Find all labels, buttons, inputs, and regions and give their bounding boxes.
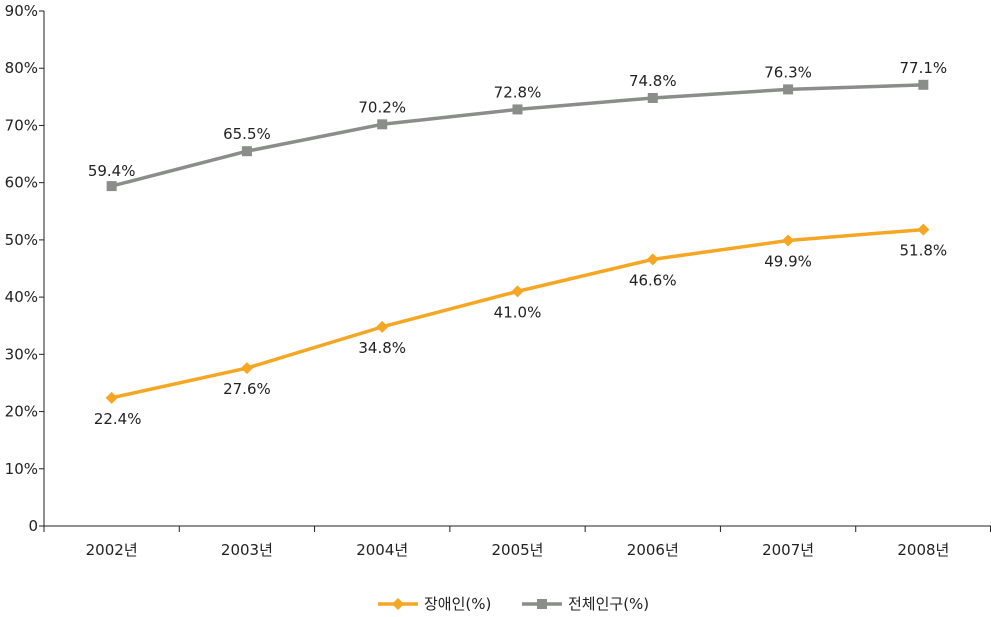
- data-point-diamond: [646, 253, 659, 266]
- axes: 0 10% 20% 30% 40% 50% 60% 70% 80% 90% 2002년 2003년 20…: [5, 2, 991, 559]
- data-label: 59.4%: [88, 162, 136, 180]
- data-label: 27.6%: [223, 380, 271, 398]
- data-point-square: [377, 119, 388, 130]
- data-point-square: [512, 104, 523, 115]
- x-tick-label: 2007년: [762, 541, 814, 559]
- data-point-diamond: [376, 320, 389, 333]
- data-point-square: [647, 92, 658, 103]
- x-tick-label: 2008년: [897, 541, 949, 559]
- legend-item-1: 전체인구(%): [522, 595, 649, 613]
- y-tick-label: 90%: [5, 2, 38, 20]
- data-label: 72.8%: [494, 83, 542, 101]
- x-tick-label: 2006년: [627, 541, 679, 559]
- y-tick-label: 20%: [5, 403, 38, 421]
- y-tick-label: 10%: [5, 460, 38, 478]
- legend-item-0: 장애인(%): [378, 595, 491, 613]
- y-tick-label: 40%: [5, 288, 38, 306]
- y-tick-label: 0: [28, 517, 38, 535]
- data-label: 70.2%: [358, 98, 406, 116]
- legend-marker-diamond: [392, 598, 404, 610]
- legend: 장애인(%) 전체인구(%): [378, 595, 649, 613]
- data-label: 34.8%: [358, 339, 406, 357]
- y-tick-label: 80%: [5, 59, 38, 77]
- data-point-diamond: [105, 391, 118, 404]
- data-label: 41.0%: [494, 303, 542, 321]
- y-tick-label: 30%: [5, 345, 38, 363]
- data-point-square: [918, 79, 929, 90]
- data-label: 77.1%: [900, 59, 948, 77]
- legend-label: 장애인(%): [424, 595, 491, 613]
- data-point-diamond: [782, 234, 795, 247]
- data-label: 46.6%: [629, 271, 677, 289]
- x-tick-label: 2005년: [492, 541, 544, 559]
- x-tick-label: 2004년: [356, 541, 408, 559]
- data-point-diamond: [240, 362, 253, 375]
- data-point-diamond: [511, 285, 524, 298]
- x-tick-label: 2002년: [86, 541, 138, 559]
- data-label: 76.3%: [764, 63, 812, 81]
- legend-marker-square: [537, 599, 547, 609]
- legend-label: 전체인구(%): [568, 595, 649, 613]
- series-layer: 22.4% 27.6% 34.8% 41.0% 46.6% 49.9% 51.8% 59.4%…: [88, 59, 947, 428]
- data-label: 49.9%: [764, 252, 812, 270]
- data-label: 22.4%: [94, 410, 142, 428]
- y-tick-label: 60%: [5, 174, 38, 192]
- data-point-square: [106, 181, 117, 192]
- y-tick-label: 70%: [5, 116, 38, 134]
- data-label: 74.8%: [629, 72, 677, 90]
- series-1: 59.4% 65.5% 70.2% 72.8% 74.8% 76.3% 77.1%: [88, 59, 948, 192]
- data-label: 51.8%: [900, 242, 948, 260]
- x-tick-label: 2003년: [221, 541, 273, 559]
- data-label: 65.5%: [223, 125, 271, 143]
- data-point-diamond: [917, 223, 930, 236]
- data-point-square: [241, 146, 252, 157]
- y-tick-label: 50%: [5, 231, 38, 249]
- data-point-square: [783, 84, 794, 95]
- series-0: 22.4% 27.6% 34.8% 41.0% 46.6% 49.9% 51.8%: [94, 223, 948, 428]
